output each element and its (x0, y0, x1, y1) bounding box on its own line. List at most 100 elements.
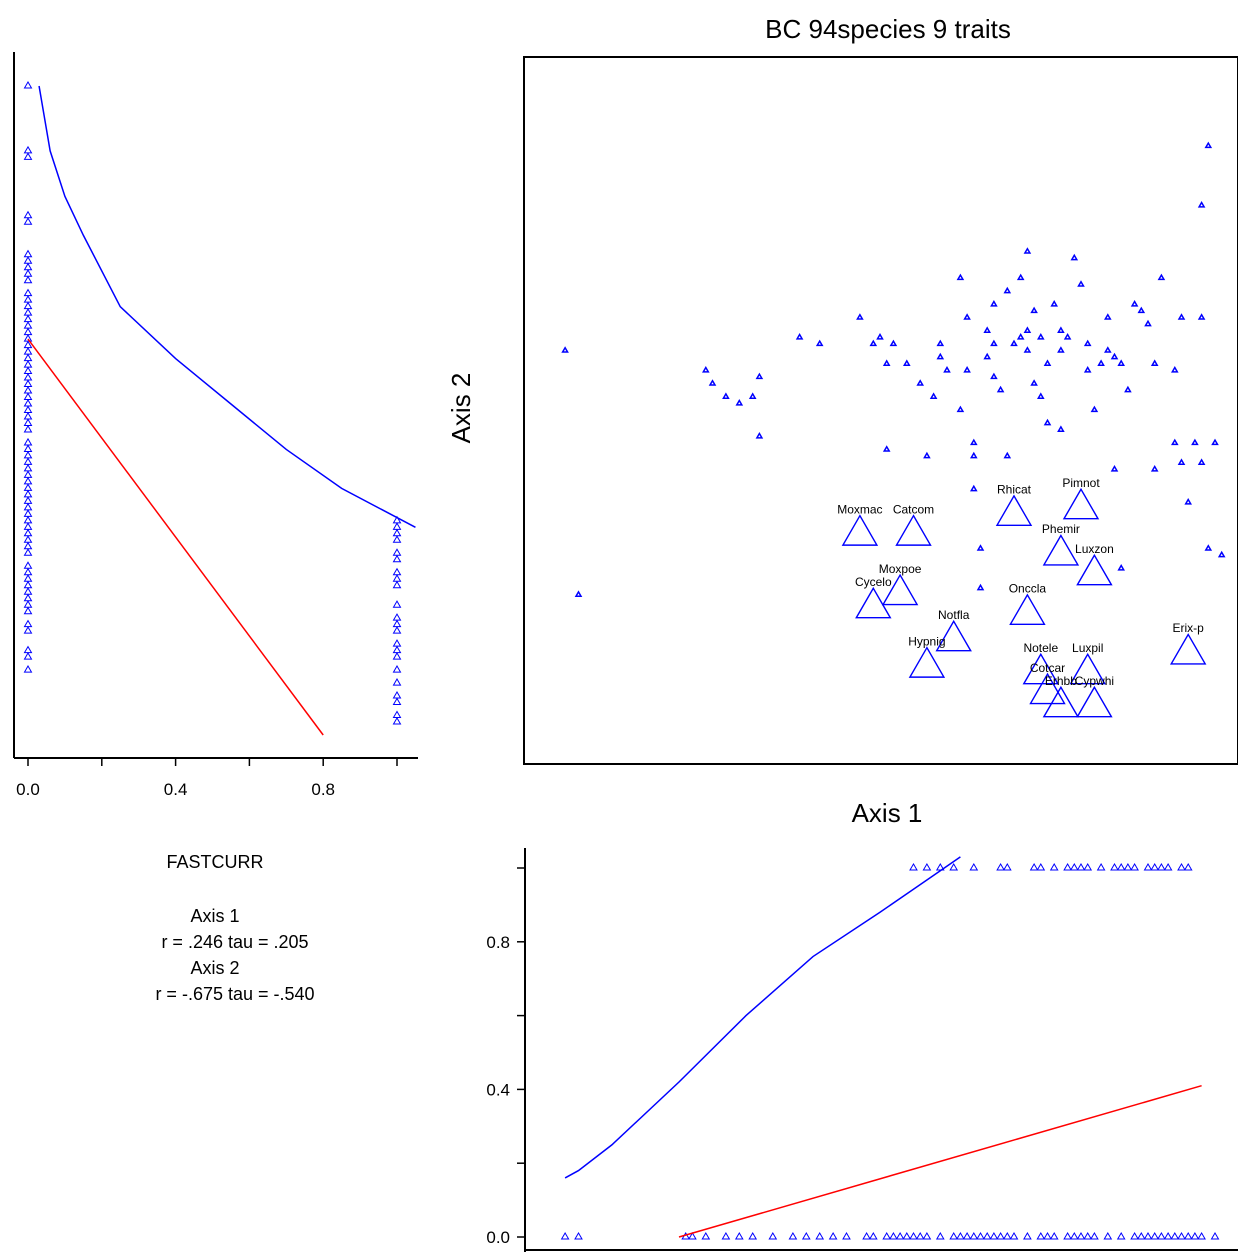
bottom-point (1123, 862, 1133, 871)
bottom-point (1009, 1231, 1019, 1240)
ordination-point (936, 339, 945, 347)
left-point (23, 567, 33, 576)
ordination-marker (1009, 593, 1046, 626)
point-label: Hypnig (908, 634, 945, 648)
ordination-point (795, 332, 804, 340)
left-point (23, 626, 33, 634)
bottom-point (1190, 1231, 1200, 1240)
bottom-point (1143, 862, 1153, 871)
point-label: Erhbb (1045, 674, 1077, 688)
ordination-point (1150, 464, 1159, 472)
left-point (23, 593, 33, 602)
left-point (23, 217, 33, 225)
ordination-point (1010, 339, 1018, 347)
left-point (23, 489, 33, 498)
axis2-heading: Axis 2 (190, 958, 239, 978)
bottom-point (915, 1231, 925, 1240)
left-point (23, 450, 33, 459)
left-point (392, 626, 402, 634)
ordination-marker (1169, 633, 1207, 665)
bottom-point (982, 1231, 992, 1240)
ordination-point (943, 365, 951, 373)
left-point (392, 522, 402, 530)
left-point (23, 262, 33, 271)
ordination-marker (935, 619, 972, 652)
ordination-marker (1069, 652, 1106, 685)
point-label: Rhicat (997, 483, 1032, 497)
ordination-point (1037, 392, 1045, 399)
ordination-point (990, 339, 998, 347)
bottom-point (1049, 862, 1059, 871)
ordination-point (1003, 451, 1012, 459)
bottom-point (882, 1231, 892, 1240)
left-point (392, 548, 402, 556)
bottom-point (949, 862, 959, 871)
ordination-point (1043, 359, 1052, 366)
ordination-point (1117, 563, 1125, 571)
ordination-point (1137, 306, 1146, 314)
ordination-marker (995, 494, 1033, 527)
ordination-point (1077, 280, 1085, 287)
ordination-point (1003, 286, 1012, 294)
left-x-ticks: 0.0 0.4 0.8 (16, 758, 398, 799)
left-point (23, 249, 33, 258)
ordination-point (1197, 458, 1206, 465)
left-tick-label: 0.4 (164, 780, 188, 799)
ordination-point (882, 359, 891, 366)
point-label: Notele (1023, 641, 1058, 655)
ordination-point (1083, 339, 1092, 347)
bottom-point (1130, 1231, 1139, 1240)
point-label: Cypwhi (1075, 674, 1114, 688)
ordination-point (702, 365, 710, 373)
bottom-point (895, 1231, 905, 1240)
ordination-point (1124, 385, 1132, 393)
bottom-point (828, 1231, 838, 1240)
left-point (23, 424, 33, 433)
ordination-point (923, 451, 931, 459)
axis2-stats: r = -.675 tau = -.540 (155, 984, 314, 1004)
ordination-point (1144, 319, 1152, 327)
bottom-point (1076, 1231, 1086, 1240)
bottom-point (1023, 1231, 1032, 1240)
axis1-stats: r = .246 tau = .205 (161, 932, 308, 952)
ordination-point (1204, 544, 1213, 551)
left-point (23, 80, 33, 89)
left-point (23, 411, 33, 420)
point-label: Moxmac (837, 502, 882, 516)
ordination-point (990, 372, 998, 380)
ordination-point (755, 372, 764, 380)
left-point (23, 210, 33, 219)
ordination-marker (1076, 553, 1113, 586)
ordination-point (956, 405, 965, 413)
bottom-point (801, 1231, 811, 1240)
left-point (392, 567, 402, 576)
left-point (392, 639, 402, 647)
ordination-marker (1062, 487, 1100, 520)
bottom-point (1163, 1231, 1173, 1240)
bottom-point (1036, 1231, 1046, 1240)
bottom-point (1043, 1231, 1052, 1240)
bottom-point (1183, 1231, 1193, 1240)
bottom-point (788, 1231, 798, 1240)
bottom-point (889, 1231, 898, 1240)
left-point (23, 321, 33, 329)
left-point (23, 548, 33, 556)
left-point (392, 652, 402, 660)
left-point (23, 470, 33, 478)
bottom-tick-label: 0.4 (486, 1080, 510, 1099)
bottom-point (1103, 1231, 1113, 1240)
bottom-point (1036, 862, 1046, 871)
left-point (23, 645, 33, 654)
bottom-point (1096, 862, 1106, 871)
bottom-point (1136, 1231, 1146, 1240)
bottom-point (1143, 1231, 1153, 1240)
left-point (23, 385, 33, 394)
bottom-point (909, 862, 918, 871)
ordination-point (1184, 497, 1192, 505)
bottom-point (1116, 862, 1126, 871)
left-trend-line (27, 338, 324, 736)
bottom-point (1063, 1231, 1072, 1240)
ordination-small-points (561, 141, 1226, 597)
point-label: Pimnot (1062, 476, 1100, 490)
ordination-point (963, 365, 971, 373)
